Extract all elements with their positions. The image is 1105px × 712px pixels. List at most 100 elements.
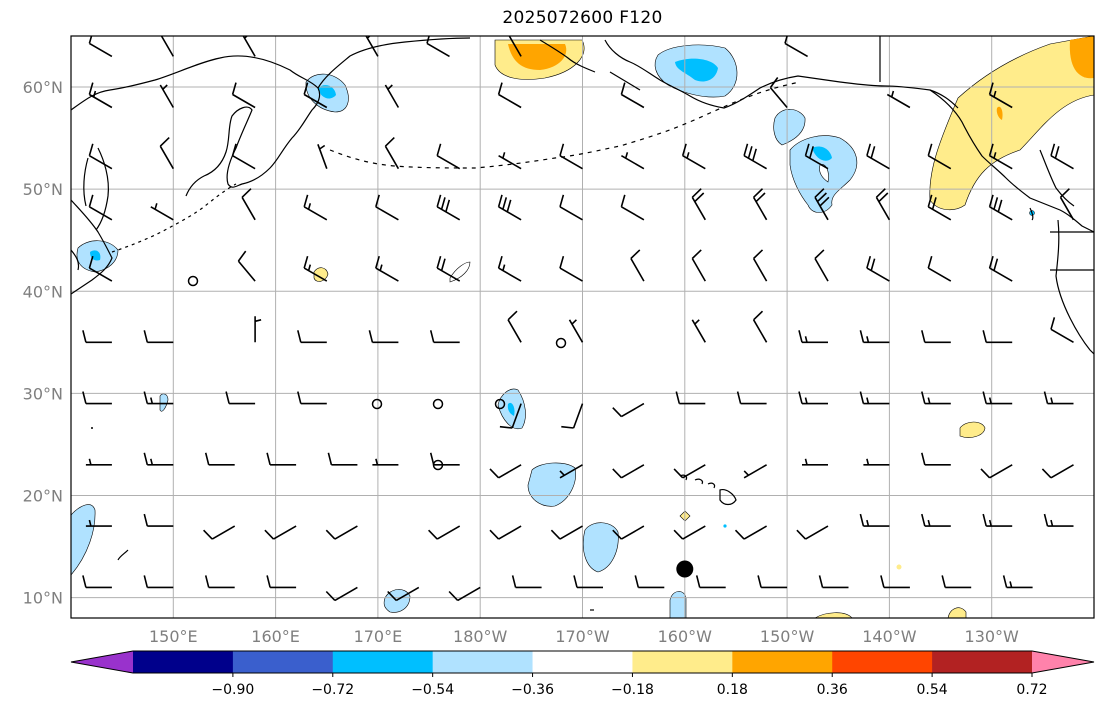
colorbar-tick-label: 0.18 — [717, 682, 748, 698]
wind-barb — [384, 137, 400, 170]
wind-barb — [736, 391, 767, 405]
colorbar-tick-label: 0.36 — [817, 682, 848, 698]
wind-barb — [160, 36, 174, 57]
wind-barb — [681, 143, 706, 170]
wind-barb — [612, 525, 645, 540]
wind-barb — [1043, 513, 1074, 527]
calm-wind-marker — [432, 459, 444, 471]
wind-barb — [612, 402, 645, 418]
wind-barb — [303, 255, 328, 282]
wind-barb — [303, 82, 328, 109]
wind-barb — [691, 249, 706, 282]
wind-barb — [499, 403, 522, 429]
coastline-sakhalin — [95, 147, 109, 231]
lat-tick-label: 30°N — [23, 384, 63, 403]
wind-barb — [620, 194, 645, 221]
colorbar-segment — [832, 651, 933, 673]
wind-barb — [85, 458, 112, 466]
wind-barb — [675, 391, 706, 405]
wind-barb — [375, 194, 399, 221]
wind-barb — [497, 194, 522, 221]
wind-barb — [866, 143, 890, 170]
wind-barb — [814, 188, 830, 221]
wind-barb — [752, 249, 768, 282]
wind-barb — [497, 82, 522, 109]
wind-barb — [297, 330, 327, 344]
wind-barb — [982, 513, 1013, 527]
wind-barb — [88, 255, 113, 282]
colorbar-tick-label: −0.54 — [411, 682, 454, 698]
colorbar-segment — [632, 651, 733, 673]
wind-barb — [88, 143, 113, 170]
wind-barb — [88, 194, 113, 221]
wind-barb — [428, 525, 461, 540]
wind-barb — [982, 330, 1013, 344]
wind-barb — [1002, 575, 1033, 589]
wind-barb — [743, 464, 768, 479]
calm-wind-marker — [371, 398, 383, 410]
wind-barb — [436, 143, 461, 170]
lon-tick-label: 170°E — [354, 627, 403, 646]
lat-tick-label: 50°N — [23, 180, 63, 199]
colorbar-segment — [332, 651, 434, 673]
wind-barb — [143, 452, 174, 466]
wind-barb — [372, 458, 399, 466]
wind-barb — [886, 90, 911, 109]
negative-anomaly-region — [669, 591, 687, 618]
colorbar-tick-label: 0.54 — [917, 682, 948, 698]
wind-barb — [426, 36, 450, 58]
calm-wind-marker — [187, 275, 199, 287]
lon-tick-label: 160°W — [658, 627, 713, 646]
wind-barb — [204, 452, 235, 466]
wind-barb — [143, 575, 174, 589]
wind-barb — [980, 464, 1013, 479]
wind-barb — [866, 255, 890, 282]
lon-tick-label: 180°W — [453, 627, 508, 646]
wind-barb — [88, 36, 113, 58]
positive-anomaly-core — [1069, 36, 1094, 79]
coastlines — [71, 36, 1094, 611]
colorbar-segment — [133, 651, 234, 673]
wind-barb — [921, 513, 951, 527]
colorbar-tick-label: −0.18 — [611, 682, 654, 698]
wind-barb — [559, 464, 583, 479]
wind-barb — [429, 330, 460, 344]
colorbar-tick-label: −0.36 — [511, 682, 554, 698]
wind-barb — [743, 143, 768, 170]
wind-barb — [387, 586, 420, 602]
wind-barb — [612, 464, 645, 479]
lat-tick-label: 10°N — [23, 589, 63, 608]
wind-barb — [203, 525, 236, 540]
wind-barb — [85, 519, 112, 527]
wind-barb — [1043, 391, 1074, 405]
negative-anomaly-region — [582, 522, 619, 573]
wind-barb — [734, 525, 768, 540]
wind-barb — [568, 319, 584, 343]
wind-barb — [497, 255, 522, 282]
colorbar-segment — [432, 651, 534, 673]
wind-barb — [927, 255, 952, 282]
coastline-japan — [71, 199, 113, 295]
coastline-alaska — [604, 39, 959, 109]
lon-tick-label: 140°W — [862, 627, 917, 646]
wind-barb — [880, 575, 910, 589]
graticule — [71, 36, 1094, 618]
wind-barb — [143, 391, 174, 405]
wind-barb — [1041, 464, 1074, 479]
wind-barb — [159, 137, 174, 170]
wind-barb — [82, 391, 112, 405]
coastline-asia — [71, 55, 321, 197]
colorbar: −0.90 −0.72 −0.54 −0.36 −0.18 0.18 0.36 0.54 0.7… — [70, 650, 1095, 698]
wind-barb — [266, 575, 297, 589]
negative-anomaly-region — [71, 504, 96, 576]
wind-barb — [561, 403, 584, 429]
wind-barb — [436, 194, 461, 221]
wind-barb — [237, 250, 256, 282]
wind-barb — [550, 525, 583, 540]
colorbar-extend-min — [71, 651, 133, 673]
wind-barb — [559, 255, 583, 282]
wind-barb — [691, 319, 706, 343]
wind-barb — [921, 330, 951, 344]
wind-barb — [859, 330, 890, 344]
